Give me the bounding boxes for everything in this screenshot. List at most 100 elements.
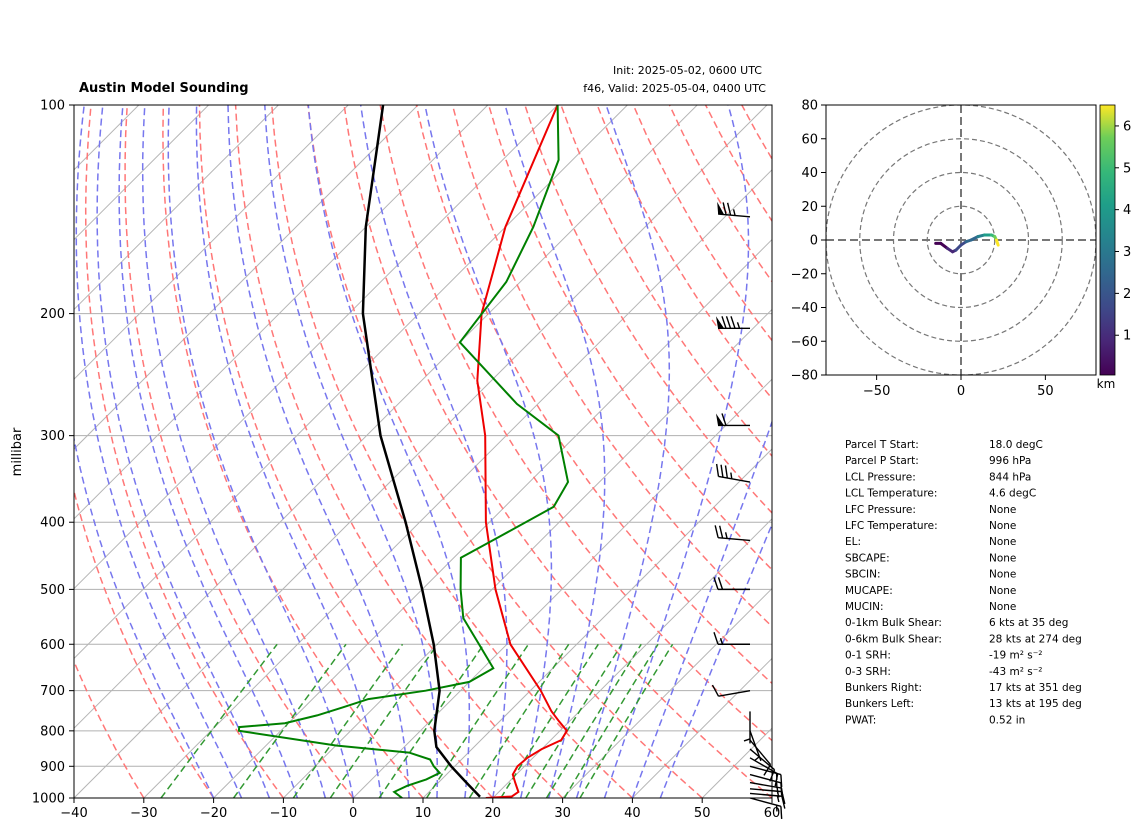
- parameter-row: SBCIN: None: [845, 569, 1016, 581]
- x-tick-label: 40: [624, 806, 641, 821]
- parameter-row: Parcel T Start: 18.0 degC: [845, 439, 1043, 451]
- isotherm-line: [74, 105, 419, 450]
- y-tick-label: 100: [40, 99, 65, 114]
- parameter-value: 844 hPa: [989, 471, 1031, 483]
- parameter-value: 17 kts at 351 deg: [989, 682, 1082, 694]
- y-tick-label: 200: [40, 307, 65, 322]
- hodograph-y-tick-label: −20: [791, 267, 818, 282]
- chart-title: Austin Model Sounding: [79, 81, 249, 96]
- mixing-ratio-line: [579, 643, 674, 798]
- dry-adiabat-line: [524, 105, 772, 514]
- parameter-value: None: [989, 601, 1016, 613]
- colorbar-tick-label: 3: [1123, 245, 1131, 260]
- moist-adiabat-line: [75, 105, 243, 798]
- parameter-value: None: [989, 585, 1016, 597]
- dry-adiabat-line: [560, 105, 772, 458]
- parameter-row: PWAT: 0.52 in: [845, 714, 1025, 726]
- isotherm-line: [74, 105, 698, 729]
- dry-adiabats: [74, 105, 1142, 798]
- hodograph-y-ticks: 80 60 40 20 0 −20 −40 −60 −80: [791, 99, 826, 384]
- dry-adiabat-line: [850, 105, 1142, 798]
- parameter-label: EL:: [845, 536, 861, 548]
- x-tick-label: −40: [60, 806, 87, 821]
- parameter-value: 18.0 degC: [989, 439, 1043, 451]
- moist-adiabat-line: [195, 105, 382, 798]
- temperature-line: [476, 105, 569, 798]
- parameter-row: 0-6km Bulk Shear: 28 kts at 274 deg: [845, 633, 1082, 645]
- parameter-label: LCL Temperature:: [845, 488, 937, 500]
- hodograph-y-tick-label: 20: [801, 200, 818, 215]
- isotherm-gridlines: [74, 105, 772, 798]
- hodograph-y-tick-label: −80: [791, 369, 818, 384]
- hodograph-y-tick-label: 40: [801, 166, 818, 181]
- colorbar-tick-label: 1: [1123, 329, 1131, 344]
- isotherm-line: [562, 587, 772, 798]
- x-tick-label: 10: [415, 806, 432, 821]
- moist-adiabat-line: [74, 435, 215, 798]
- moist-adiabat-line: [659, 522, 772, 798]
- parameter-label: MUCAPE:: [845, 585, 893, 597]
- parameter-label: 0-3 SRH:: [845, 666, 891, 678]
- dry-adiabat-line: [596, 105, 772, 400]
- colorbar-tick-label: 5: [1123, 161, 1131, 176]
- hodograph-ring: [859, 138, 1063, 342]
- hodograph-y-tick-label: −60: [791, 335, 818, 350]
- parameter-row: EL: None: [845, 536, 1016, 548]
- isotherm-line: [74, 105, 279, 311]
- moist-adiabat-line: [504, 105, 606, 798]
- parameter-value: None: [989, 552, 1016, 564]
- isotherm-line: [492, 518, 772, 798]
- isotherm-line: [74, 105, 489, 520]
- parameter-row: MUCIN: None: [845, 601, 1016, 613]
- parameter-value: 996 hPa: [989, 455, 1031, 467]
- dry-adiabat-line: [74, 659, 145, 798]
- hodograph-panel: −50 0 50 80 60 40 20 0 −20 −40 −60 −80 1 2 3 4 5 6 km: [791, 99, 1132, 400]
- x-tick-label: 60: [764, 806, 781, 821]
- isotherm-line: [632, 657, 772, 798]
- init-label: Init: 2025-05-02, 0600 UTC: [613, 64, 762, 77]
- hodograph-x-tick-label: −50: [863, 384, 890, 399]
- parameter-label: 0-1 SRH:: [845, 650, 891, 662]
- parameter-value: 13 kts at 195 deg: [989, 698, 1082, 710]
- hodograph-trace: [934, 233, 1000, 254]
- skewt-y-ticks: 1000 900 800 700 600 500 400 300 200 100: [32, 99, 74, 807]
- moist-adiabat-line: [227, 105, 410, 798]
- mixing-ratio-line: [378, 643, 485, 798]
- mixing-ratio-line: [232, 643, 347, 798]
- dry-adiabat-line: [307, 105, 703, 798]
- x-tick-label: −10: [270, 806, 297, 821]
- wind-barb: [716, 413, 750, 427]
- parameter-row: SBCAPE: None: [845, 552, 1016, 564]
- parameter-value: None: [989, 520, 1016, 532]
- dry-adiabat-line: [234, 105, 564, 798]
- moist-adiabat-line: [307, 105, 471, 798]
- colorbar-label: km: [1097, 377, 1116, 391]
- wind-barb: [716, 316, 750, 329]
- parameter-label: Bunkers Left:: [845, 698, 914, 710]
- y-tick-label: 900: [40, 760, 65, 775]
- skewt-x-ticks: −40 −30 −20 −10 0 10 20 30 40 50 60: [60, 798, 780, 821]
- colorbar-tick-label: 4: [1123, 203, 1131, 218]
- mixing-ratio-line: [545, 643, 642, 798]
- parameter-row: Parcel P Start: 996 hPa: [845, 455, 1031, 467]
- parameter-value: None: [989, 569, 1016, 581]
- isotherm-line: [74, 105, 209, 241]
- moist-adiabat-line: [631, 419, 772, 798]
- parameter-label: MUCIN:: [845, 601, 884, 613]
- hodograph-x-ticks: −50 0 50: [863, 375, 1054, 399]
- wind-barb: [711, 684, 751, 697]
- hodograph-y-tick-label: 80: [801, 99, 818, 114]
- isotherm-line: [74, 105, 558, 590]
- colorbar-tick-label: 6: [1123, 119, 1131, 134]
- isotherm-line: [143, 169, 772, 798]
- isotherm-line: [422, 448, 772, 798]
- wind-barb: [743, 711, 751, 744]
- moist-adiabat-line: [96, 105, 271, 798]
- parameter-label: Parcel T Start:: [845, 439, 919, 451]
- parameter-value: 0.52 in: [989, 714, 1025, 726]
- skewt-panel: −40 −30 −20 −10 0 10 20 30 40 50 60 10009008007006…: [10, 99, 1142, 821]
- hodograph-segment: [994, 238, 1000, 247]
- isotherm-line: [213, 238, 772, 798]
- y-tick-label: 500: [40, 583, 65, 598]
- y-tick-label: 400: [40, 516, 65, 531]
